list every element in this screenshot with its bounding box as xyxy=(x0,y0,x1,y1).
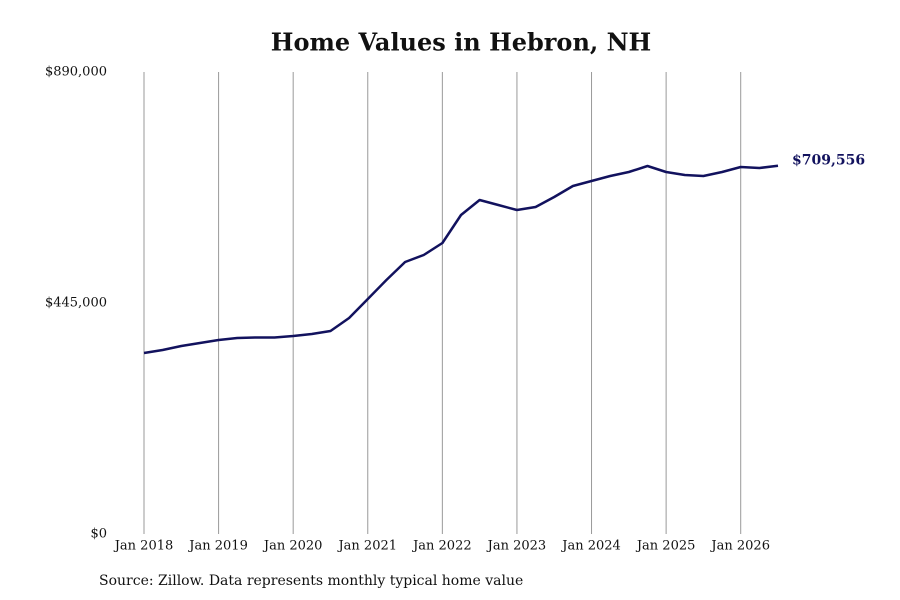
x-tick-label: Jan 2026 xyxy=(709,539,770,554)
x-tick-label: Jan 2022 xyxy=(411,539,472,554)
x-tick-label: Jan 2020 xyxy=(262,539,323,554)
end-value-label: $709,556 xyxy=(792,153,865,169)
chart-title: Home Values in Hebron, NH xyxy=(271,28,651,57)
x-tick-label: Jan 2018 xyxy=(113,539,174,554)
y-tick-label: $0 xyxy=(90,527,107,542)
source-note: Source: Zillow. Data represents monthly … xyxy=(99,573,523,589)
x-tick-label: Jan 2023 xyxy=(486,539,547,554)
y-tick-label: $445,000 xyxy=(45,296,107,311)
x-tick-label: Jan 2025 xyxy=(635,539,696,554)
x-tick-label: Jan 2021 xyxy=(336,539,397,554)
x-tick-label: Jan 2024 xyxy=(560,539,621,554)
y-tick-label: $890,000 xyxy=(45,65,107,80)
x-tick-label: Jan 2019 xyxy=(187,539,248,554)
line xyxy=(143,164,779,355)
